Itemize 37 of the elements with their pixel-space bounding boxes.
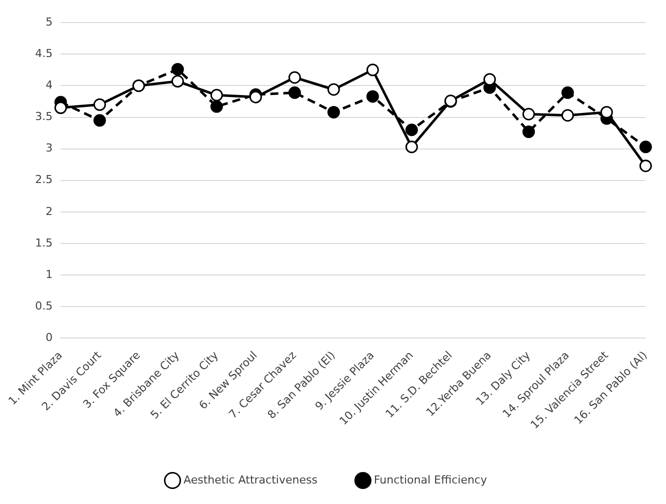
y-tick-label: 2 xyxy=(46,204,53,218)
point xyxy=(327,83,340,96)
y-tick-label: 0.5 xyxy=(35,299,53,312)
point xyxy=(327,106,340,118)
point xyxy=(483,73,496,86)
point xyxy=(366,90,379,103)
point xyxy=(561,109,574,122)
y-tick-label: 4 xyxy=(46,78,53,92)
y-tick-label: 1 xyxy=(46,268,53,281)
y-tick-label: 3 xyxy=(46,142,53,155)
point xyxy=(522,126,535,138)
point xyxy=(171,75,184,88)
point xyxy=(93,114,106,127)
point xyxy=(600,106,613,118)
legend-label: Aesthetic Attractiveness xyxy=(184,473,318,486)
y-tick-label: 5 xyxy=(46,15,53,28)
point xyxy=(210,88,223,102)
point xyxy=(54,102,67,114)
point xyxy=(210,100,223,113)
y-tick-label: 2.5 xyxy=(35,173,53,186)
point xyxy=(366,64,379,76)
point xyxy=(639,160,652,172)
point xyxy=(405,124,418,136)
y-tick-label: 0 xyxy=(46,331,53,344)
legend-label: Functional Efficiency xyxy=(374,473,488,486)
point xyxy=(288,71,301,84)
point xyxy=(405,140,418,154)
y-tick-label: 1.5 xyxy=(35,236,53,250)
point xyxy=(288,86,301,99)
point xyxy=(561,86,574,99)
point xyxy=(93,98,106,111)
point xyxy=(171,63,184,76)
point xyxy=(249,90,262,104)
y-tick-label: 3.5 xyxy=(35,110,53,124)
point xyxy=(639,140,652,154)
point xyxy=(522,108,535,120)
y-tick-label: 4.5 xyxy=(35,47,53,60)
